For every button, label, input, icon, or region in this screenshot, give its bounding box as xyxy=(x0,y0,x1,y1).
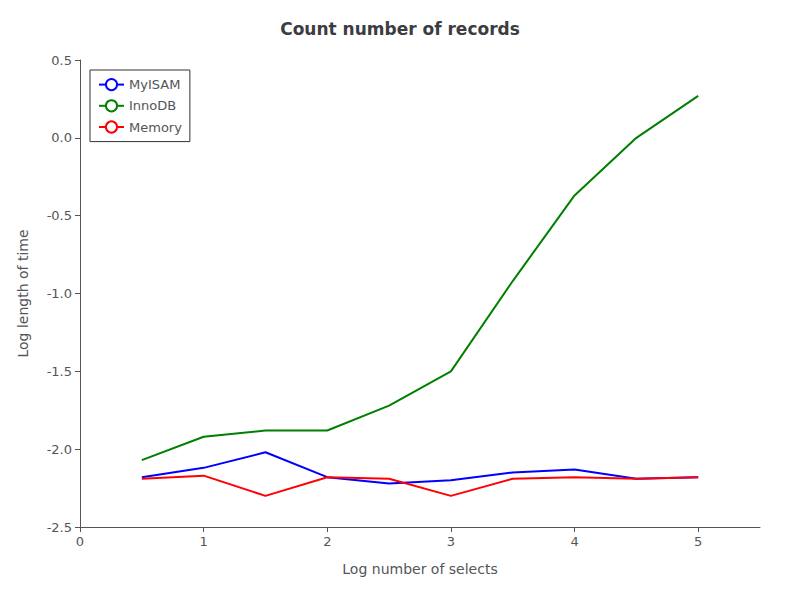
svg-text:0.5: 0.5 xyxy=(51,53,72,68)
svg-text:-1.0: -1.0 xyxy=(47,286,72,301)
svg-text:Count number of records: Count number of records xyxy=(280,19,520,39)
svg-text:Log length of time: Log length of time xyxy=(15,229,31,357)
svg-text:Log number of selects: Log number of selects xyxy=(342,561,497,577)
svg-text:2: 2 xyxy=(323,534,331,549)
svg-text:-1.5: -1.5 xyxy=(47,364,72,379)
svg-text:4: 4 xyxy=(570,534,578,549)
svg-text:5: 5 xyxy=(694,534,702,549)
svg-text:MyISAM: MyISAM xyxy=(129,77,180,92)
svg-text:-0.5: -0.5 xyxy=(47,208,72,223)
svg-text:1: 1 xyxy=(199,534,207,549)
svg-text:Memory: Memory xyxy=(129,120,182,135)
svg-text:InnoDB: InnoDB xyxy=(129,98,176,113)
svg-text:0: 0 xyxy=(76,534,84,549)
svg-text:-2.0: -2.0 xyxy=(47,442,72,457)
svg-text:-2.5: -2.5 xyxy=(47,520,72,535)
svg-text:0.0: 0.0 xyxy=(51,130,72,145)
svg-text:3: 3 xyxy=(447,534,455,549)
